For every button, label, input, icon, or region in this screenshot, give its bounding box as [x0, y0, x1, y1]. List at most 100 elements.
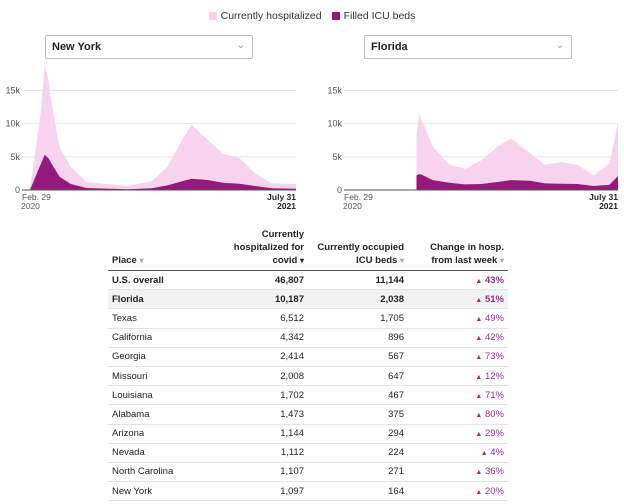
y-tick-label: 10k — [327, 119, 342, 129]
hospitalized-cell: 6,512 — [228, 308, 308, 329]
x-end-label: July 31 — [589, 192, 618, 202]
change-value: 80% — [484, 408, 504, 420]
place-column-header[interactable]: Place ▾ — [108, 228, 228, 271]
x-end-year-label: 2021 — [599, 201, 618, 211]
x-start-label: Feb. 29 — [22, 192, 51, 202]
change-cell: ▲ 12% — [408, 366, 508, 387]
hosp-header-line-2: hospitalized for — [233, 242, 304, 253]
hospitalized-cell: 1,097 — [228, 481, 308, 502]
change-value: 71% — [484, 389, 504, 401]
table-row: Alabama 1,473 375 ▲ 80% — [108, 404, 508, 425]
state-select-left[interactable]: New York ⌄ — [45, 35, 253, 59]
table-row: Arizona 1,144 294 ▲ 29% — [108, 424, 508, 444]
x-start-label: Feb. 29 — [344, 192, 373, 202]
change-value: 42% — [484, 332, 504, 344]
icu-cell: 567 — [308, 347, 408, 367]
legend-hospitalized-swatch — [208, 12, 217, 20]
place-cell: Alabama — [108, 404, 228, 425]
place-cell: Missouri — [108, 366, 228, 387]
change-cell: ▲ 29% — [408, 424, 508, 444]
y-tick-label: 0 — [15, 185, 20, 195]
florida-hospitalized-area — [416, 113, 618, 190]
change-cell: ▲ 4% — [408, 443, 508, 463]
y-tick-label: 15k — [5, 86, 20, 96]
up-arrow-icon: ▲ — [475, 411, 483, 419]
change-header-line-1: Change in hosp. — [430, 242, 504, 253]
change-column-header[interactable]: Change in hosp. from last week ▾ — [408, 228, 508, 271]
icu-cell: 224 — [308, 443, 408, 463]
place-header-label: Place — [112, 255, 137, 266]
hospitalized-cell: 1,144 — [228, 424, 308, 444]
up-arrow-icon: ▲ — [475, 373, 483, 381]
icu-cell: 647 — [308, 366, 408, 387]
y-tick-label: 5k — [332, 152, 342, 162]
place-cell: U.S. overall — [108, 270, 228, 291]
icu-header-line-1: Currently occupied — [317, 242, 404, 253]
sort-arrow-icon: ▾ — [399, 256, 404, 265]
up-arrow-icon: ▲ — [475, 392, 483, 400]
icu-cell: 164 — [308, 481, 408, 502]
new-york-chart: 15k 10k 5k 0 Feb. 29 2020 July 31 2021 — [0, 64, 302, 214]
change-cell: ▲ 51% — [408, 289, 508, 310]
icu-header-line-2: ICU beds — [356, 255, 398, 266]
state-select-right[interactable]: Florida ⌄ — [364, 35, 572, 59]
up-arrow-icon: ▲ — [475, 315, 483, 323]
change-value: 51% — [484, 293, 504, 305]
change-value: 43% — [484, 274, 504, 286]
table-row: Georgia 2,414 567 ▲ 73% — [108, 347, 508, 367]
legend-hospitalized: Currently hospitalized — [208, 10, 322, 22]
table-row: North Carolina 1,107 271 ▲ 36% — [108, 462, 508, 483]
icu-cell: 2,038 — [308, 289, 408, 310]
icu-cell: 294 — [308, 424, 408, 444]
hospitalized-column-header[interactable]: Currently hospitalized for covid ▾ — [228, 228, 308, 271]
icu-cell: 11,144 — [308, 270, 408, 291]
up-arrow-icon: ▲ — [475, 469, 483, 477]
place-cell: Georgia — [108, 347, 228, 367]
change-value: 12% — [484, 370, 504, 382]
place-cell: Nevada — [108, 443, 228, 463]
change-value: 73% — [484, 351, 504, 363]
legend-icu: Filled ICU beds — [331, 10, 415, 22]
up-arrow-icon: ▲ — [480, 450, 488, 458]
change-cell: ▲ 42% — [408, 328, 508, 348]
change-value: 29% — [484, 428, 504, 440]
hospitalized-cell: 10,187 — [228, 289, 308, 310]
table-row: California 4,342 896 ▲ 42% — [108, 328, 508, 348]
table-row: Nevada 1,112 224 ▲ 4% — [108, 443, 508, 463]
icu-column-header[interactable]: Currently occupied ICU beds ▾ — [308, 228, 408, 271]
place-cell: Louisiana — [108, 385, 228, 406]
up-arrow-icon: ▲ — [475, 354, 483, 362]
change-value: 36% — [484, 466, 504, 478]
place-cell: New York — [108, 481, 228, 502]
state-select-left-value: New York — [52, 41, 102, 53]
icu-cell: 467 — [308, 385, 408, 406]
place-cell: California — [108, 328, 228, 348]
florida-chart: 15k 10k 5k 0 Feb. 29 2020 July 31 2021 — [322, 64, 624, 214]
x-end-label: July 31 — [267, 192, 296, 202]
hospitalized-cell: 4,342 — [228, 328, 308, 348]
hospitalized-cell: 1,473 — [228, 404, 308, 425]
hospitalized-cell: 46,807 — [228, 270, 308, 291]
y-tick-label: 5k — [10, 152, 20, 162]
up-arrow-icon: ▲ — [475, 277, 483, 285]
up-arrow-icon: ▲ — [475, 296, 483, 304]
hospitalized-cell: 2,414 — [228, 347, 308, 367]
y-tick-label: 0 — [337, 185, 342, 195]
y-tick-label: 10k — [5, 119, 20, 129]
change-cell: ▲ 43% — [408, 270, 508, 291]
change-cell: ▲ 49% — [408, 308, 508, 329]
florida-icu-area — [416, 174, 618, 190]
sort-arrow-active-icon: ▾ — [299, 256, 304, 265]
hospitalization-table: Place ▾ Currently hospitalized for covid… — [108, 228, 508, 502]
table-header-row: Place ▾ Currently hospitalized for covid… — [108, 228, 508, 271]
icu-cell: 375 — [308, 404, 408, 425]
change-cell: ▲ 20% — [408, 481, 508, 502]
place-cell: Florida — [108, 289, 228, 310]
chart-legend: Currently hospitalized Filled ICU beds — [0, 10, 624, 22]
sort-arrow-icon: ▾ — [499, 256, 504, 265]
chevron-down-icon: ⌄ — [236, 40, 245, 51]
y-tick-label: 15k — [327, 86, 342, 96]
change-header-line-2: from last week — [431, 255, 498, 266]
table-body: U.S. overall 46,807 11,144 ▲ 43% Florida 10,1… — [108, 270, 508, 502]
